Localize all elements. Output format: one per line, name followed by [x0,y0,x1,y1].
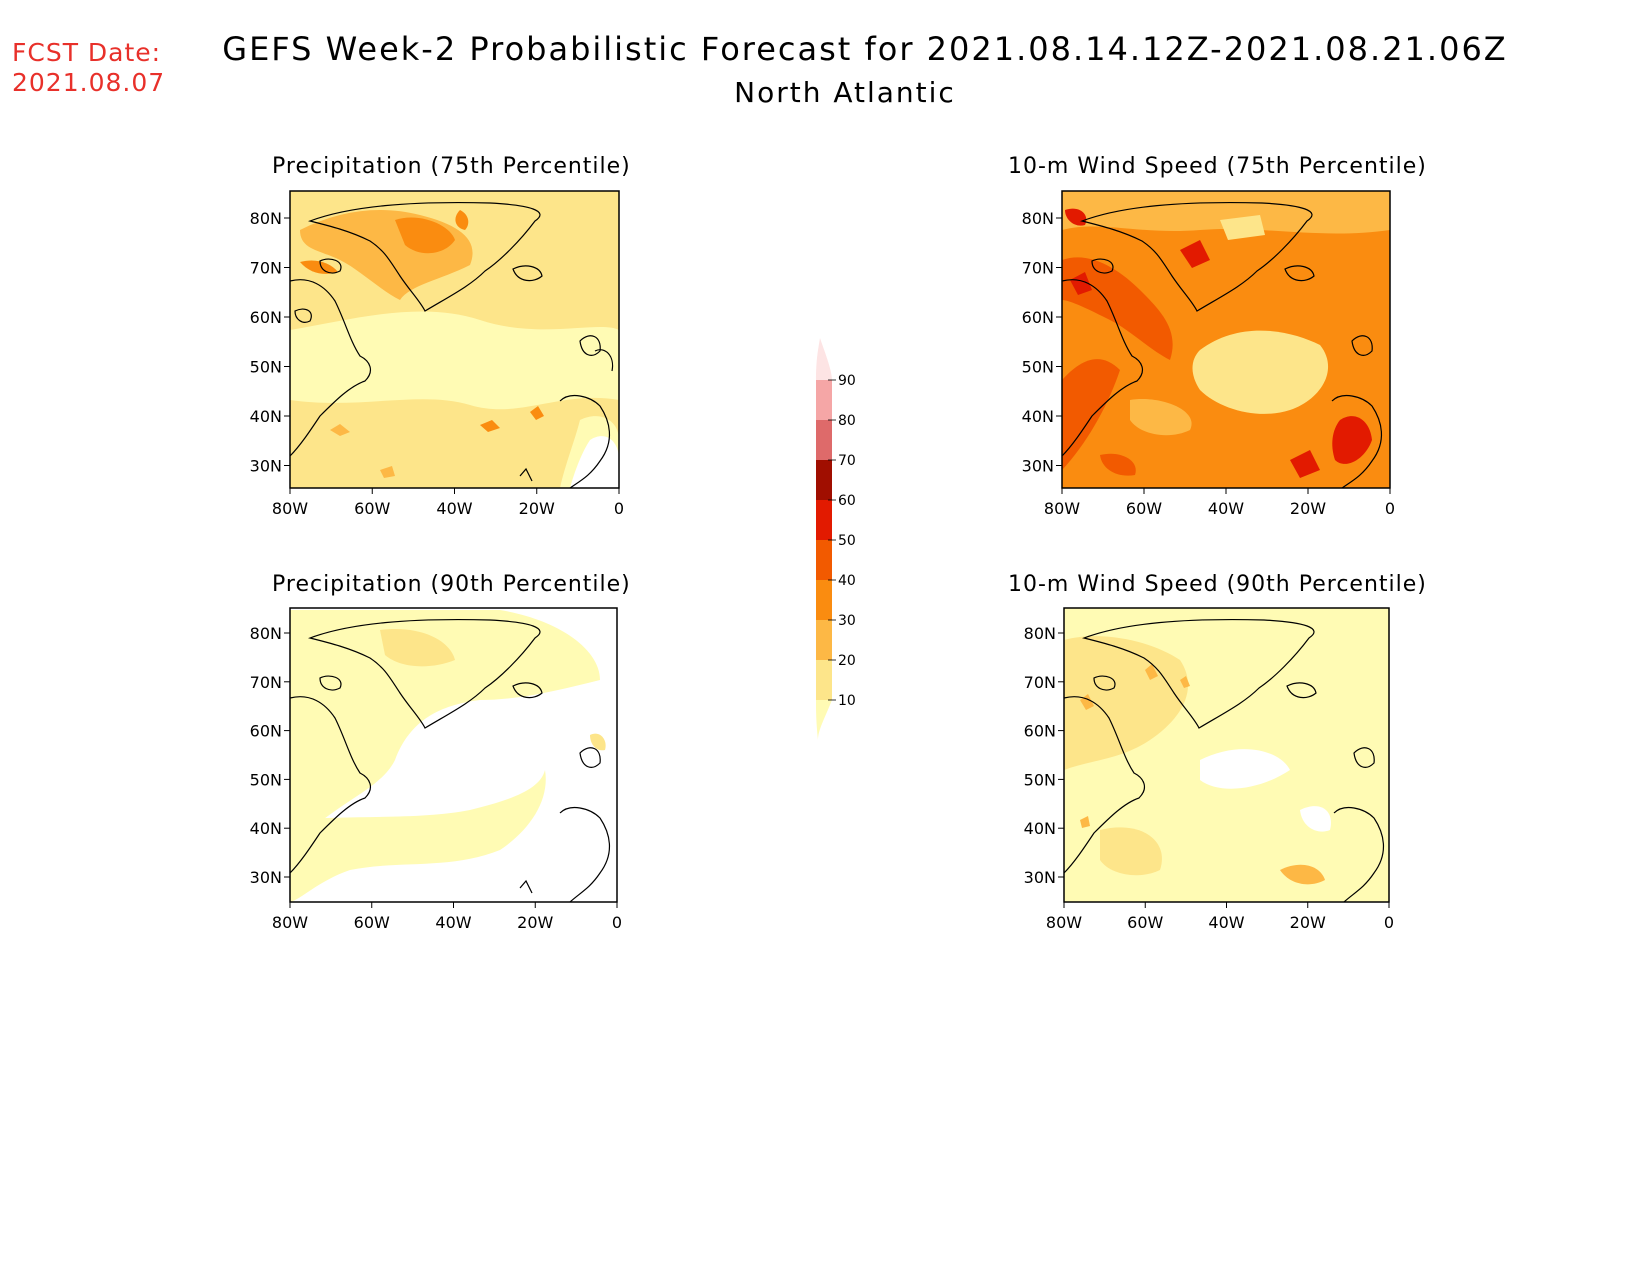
coastline-panel-b [1061,201,1382,489]
colorbar-label: 20 [838,653,856,669]
lat-tick-label: 50N [250,770,282,789]
colorbar-label: 60 [838,493,856,509]
lat-tick-label: 60N [250,722,282,741]
lat-tick-label: 70N [250,259,282,278]
lat-tick-label: 70N [250,673,282,692]
colorbar: 10 20 30 40 50 60 70 80 90 [816,338,856,740]
lon-tick-label: 20W [1290,499,1326,518]
lon-tick-label: 40W [436,499,472,518]
colorbar-label: 50 [838,533,856,549]
lat-tick-label: 30N [250,868,282,887]
lon-tick-label: 60W [1126,499,1162,518]
lon-tick-label: 40W [435,913,471,932]
lon-tick-label: 40W [1208,499,1244,518]
lat-tick-label: 60N [1024,722,1056,741]
panel-title-precip-75: Precipitation (75th Percentile) [272,154,631,179]
lon-tick-label: 0 [1384,913,1394,932]
lat-tick-label: 70N [1022,259,1054,278]
colorbar-label: 40 [838,573,856,589]
lat-tick-label: 40N [250,407,282,426]
lat-tick-label: 80N [1024,624,1056,643]
map-panel-wind-90 [1064,608,1389,902]
lat-tick-label: 30N [1024,868,1056,887]
colorbar-label: 90 [838,373,856,389]
colorbar-label: 10 [838,693,856,709]
lon-tick-label: 0 [612,913,622,932]
lon-tick-label: 60W [354,499,390,518]
colorbar-swatch [816,620,832,660]
lat-tick-label: 50N [1022,358,1054,377]
lon-tick-label: 80W [1046,913,1082,932]
lat-tick-label: 30N [250,457,282,476]
panel-title-wind-90: 10-m Wind Speed (90th Percentile) [1008,572,1427,597]
region-subtitle: North Atlantic [734,76,956,109]
lat-tick-label: 50N [250,358,282,377]
lon-tick-label: 0 [614,499,624,518]
colorbar-swatch [816,660,832,700]
map-panel-precip-90 [290,608,617,902]
colorbar-swatch [816,460,832,500]
colorbar-swatch-low [816,700,832,740]
lon-tick-label: 40W [1208,913,1244,932]
lon-tick-label: 80W [272,499,308,518]
panel-title-precip-90: Precipitation (90th Percentile) [272,572,631,597]
lon-tick-label: 0 [1385,499,1395,518]
lat-tick-label: 80N [1022,209,1054,228]
lat-tick-label: 60N [250,308,282,327]
lat-tick-label: 40N [1024,819,1056,838]
lon-tick-label: 60W [1127,913,1163,932]
forecast-date-label: FCST Date: [12,38,162,67]
lat-tick-label: 30N [1022,457,1054,476]
colorbar-swatch-high [816,338,832,380]
map-panel-wind-75 [1062,191,1390,488]
forecast-date-block: FCST Date: 2021.08.07 [12,38,165,98]
lon-tick-label: 80W [1044,499,1080,518]
colorbar-swatch [816,380,832,420]
colorbar-swatch [816,580,832,620]
lat-tick-label: 80N [250,624,282,643]
coastlines [289,201,1384,903]
panel-title-wind-75: 10-m Wind Speed (75th Percentile) [1008,154,1427,179]
coastline-panel-d [1063,618,1384,903]
lat-tick-label: 60N [1022,308,1054,327]
coastline-panel-a [289,201,614,489]
axis-ticks: 80W 60W 40W 20W 0 80N 70N 60N 50N 40N 30N 80W 60W 40W… [250,209,1395,932]
colorbar-label: 30 [838,613,856,629]
colorbar-swatch [816,540,832,580]
colorbar-label: 80 [838,413,856,429]
colorbar-label: 70 [838,453,856,469]
colorbar-swatch [816,420,832,460]
lat-tick-label: 80N [250,209,282,228]
lon-tick-label: 60W [354,913,390,932]
map-panel-precip-75 [290,191,619,488]
forecast-date-value: 2021.08.07 [12,68,166,97]
lat-tick-label: 70N [1024,673,1056,692]
lon-tick-label: 20W [1290,913,1326,932]
lon-tick-label: 80W [272,913,308,932]
lon-tick-label: 20W [517,913,553,932]
page-title: GEFS Week-2 Probabilistic Forecast for 2… [222,30,1508,68]
colorbar-swatch [816,500,832,540]
coastline-panel-c [289,618,610,903]
lat-tick-label: 40N [250,819,282,838]
lon-tick-label: 20W [519,499,555,518]
lat-tick-label: 40N [1022,407,1054,426]
lat-tick-label: 50N [1024,770,1056,789]
